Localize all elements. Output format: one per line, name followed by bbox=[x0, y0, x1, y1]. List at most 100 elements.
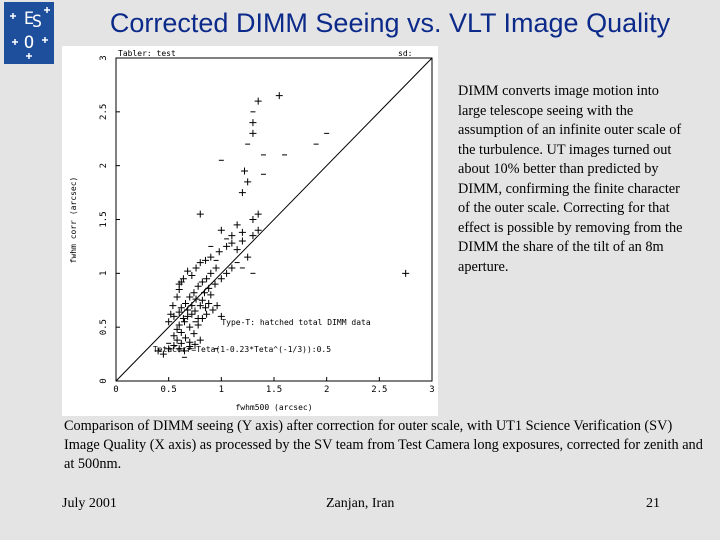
data-point-71 bbox=[238, 228, 246, 236]
data-point-47 bbox=[203, 310, 211, 318]
x-tick-label-1: 0.5 bbox=[161, 385, 177, 395]
data-point-0 bbox=[170, 332, 178, 340]
data-point-4 bbox=[180, 318, 188, 326]
data-point-11 bbox=[198, 296, 206, 304]
data-point-53 bbox=[165, 345, 173, 353]
y-tick-label-2: 1 bbox=[99, 271, 109, 276]
logo-letter-o: O bbox=[24, 33, 34, 53]
data-point-62 bbox=[179, 315, 187, 323]
data-point-75 bbox=[233, 221, 241, 229]
data-point-7 bbox=[188, 310, 196, 318]
data-point-56 bbox=[180, 347, 188, 355]
data-point-77 bbox=[254, 210, 262, 218]
logo-letters-e-s: E bbox=[24, 9, 34, 29]
scatter-plot-panel: Tabler: test sd: fwhm500 (arcsec) fwhm c… bbox=[62, 46, 438, 416]
data-point-41 bbox=[177, 339, 185, 347]
data-point-8 bbox=[191, 307, 199, 315]
y-axis-label: fwhm corr (arcsec) bbox=[69, 177, 78, 264]
data-point-82 bbox=[249, 129, 257, 137]
footer-date: July 2001 bbox=[62, 496, 117, 511]
data-point-83 bbox=[249, 119, 257, 127]
reference-line-1to1 bbox=[115, 57, 433, 382]
eso-logo-graphic: E S O bbox=[10, 7, 50, 59]
footer-page-number: 21 bbox=[646, 496, 660, 511]
data-point-76 bbox=[249, 216, 257, 223]
data-point-39 bbox=[228, 264, 236, 272]
corner-label-left: Tabler: test bbox=[118, 49, 176, 58]
data-point-18 bbox=[190, 289, 198, 297]
data-point-26 bbox=[184, 267, 192, 275]
data-point-33 bbox=[223, 242, 231, 250]
x-tick-label-5: 2.5 bbox=[371, 385, 387, 395]
y-tick-label-1: 0.5 bbox=[99, 319, 109, 335]
corner-label-right: sd: bbox=[398, 49, 412, 58]
data-point-73 bbox=[249, 232, 257, 240]
x-tick-label-0: 0 bbox=[113, 385, 118, 395]
scatter-chart: Tabler: test sd: fwhm500 (arcsec) fwhm c… bbox=[69, 49, 435, 412]
data-point-64 bbox=[188, 302, 196, 310]
y-tick-label-4: 2 bbox=[99, 163, 109, 168]
data-point-87 bbox=[165, 318, 173, 326]
data-point-90 bbox=[173, 293, 181, 301]
data-point-37 bbox=[217, 275, 225, 283]
data-point-52 bbox=[159, 350, 167, 358]
data-point-2 bbox=[175, 321, 183, 329]
data-point-35 bbox=[233, 246, 241, 254]
data-point-58 bbox=[191, 340, 199, 348]
data-point-81 bbox=[241, 167, 249, 175]
data-point-38 bbox=[223, 269, 231, 277]
data-point-91 bbox=[175, 285, 183, 293]
x-axis-label: fwhm500 (arcsec) bbox=[235, 403, 312, 412]
data-point-5 bbox=[184, 312, 192, 320]
data-point-21 bbox=[203, 275, 211, 283]
data-point-15 bbox=[177, 304, 185, 312]
data-point-23 bbox=[212, 264, 220, 272]
data-point-88 bbox=[167, 310, 175, 318]
slide-title: Corrected DIMM Seeing vs. VLT Image Qual… bbox=[109, 8, 671, 38]
data-point-92 bbox=[177, 278, 185, 286]
data-point-32 bbox=[215, 248, 223, 256]
data-point-12 bbox=[202, 304, 210, 312]
annotation-tetacorr: TetaCorr=Teta(1-0.23*Teta^(-1/3)):0.5 bbox=[153, 345, 331, 354]
y-tick-label-5: 2.5 bbox=[99, 104, 109, 120]
data-point-44 bbox=[190, 330, 198, 338]
data-point-80 bbox=[244, 178, 252, 186]
data-point-48 bbox=[209, 306, 217, 314]
data-point-45 bbox=[194, 321, 202, 329]
y-tick-label-6: 3 bbox=[99, 55, 109, 60]
data-point-49 bbox=[213, 302, 221, 310]
data-point-20 bbox=[198, 278, 206, 286]
data-point-84 bbox=[275, 92, 283, 100]
data-point-68 bbox=[211, 280, 219, 288]
data-point-46 bbox=[198, 315, 206, 323]
x-tick-label-4: 2 bbox=[324, 385, 329, 395]
data-point-42 bbox=[182, 334, 190, 342]
data-point-85 bbox=[254, 97, 262, 105]
data-point-22 bbox=[207, 269, 215, 277]
description-text: DIMM converts image motion into large te… bbox=[458, 83, 683, 275]
y-tick-label-0: 0 bbox=[99, 378, 109, 383]
x-tick-label-3: 1.5 bbox=[266, 385, 282, 395]
data-point-14 bbox=[207, 291, 215, 299]
data-point-54 bbox=[170, 341, 178, 349]
data-point-19 bbox=[194, 282, 202, 290]
data-point-89 bbox=[169, 302, 177, 310]
data-point-3 bbox=[177, 329, 185, 337]
x-tick-label-2: 1 bbox=[219, 385, 224, 395]
data-point-69 bbox=[217, 226, 225, 234]
data-point-34 bbox=[228, 239, 236, 247]
data-point-66 bbox=[200, 289, 208, 297]
data-point-29 bbox=[196, 259, 204, 267]
data-point-55 bbox=[175, 345, 183, 353]
footer-location: Zanjan, Iran bbox=[326, 496, 395, 511]
data-point-27 bbox=[188, 271, 196, 279]
data-point-74 bbox=[254, 226, 262, 234]
data-point-50 bbox=[217, 312, 225, 320]
data-point-17 bbox=[186, 293, 194, 301]
data-point-6 bbox=[186, 323, 194, 331]
data-point-72 bbox=[244, 253, 252, 261]
data-point-61 bbox=[175, 308, 183, 316]
data-point-59 bbox=[196, 336, 204, 344]
data-point-70 bbox=[228, 232, 236, 240]
x-tick-label-6: 3 bbox=[429, 385, 434, 395]
